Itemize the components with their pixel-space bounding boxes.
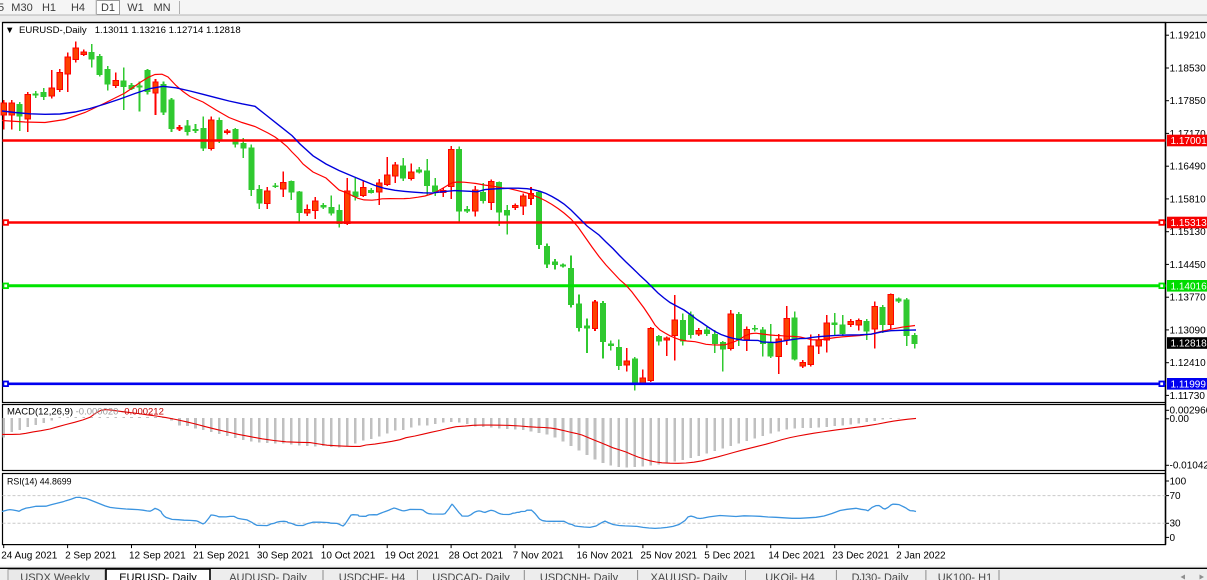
svg-text:1.14450: 1.14450 [1170, 260, 1207, 271]
svg-text:100: 100 [1170, 476, 1187, 487]
svg-text:H4: H4 [71, 2, 85, 14]
svg-text:1.16490: 1.16490 [1170, 162, 1207, 173]
svg-text:0.002966: 0.002966 [1170, 406, 1207, 417]
svg-text:D1: D1 [101, 2, 115, 14]
svg-text:1.15130: 1.15130 [1170, 227, 1207, 238]
svg-text:1.18530: 1.18530 [1170, 63, 1207, 74]
svg-text:0: 0 [1170, 533, 1176, 544]
svg-text:1.11999: 1.11999 [1171, 379, 1207, 390]
svg-text:2 Jan 2022: 2 Jan 2022 [896, 551, 946, 562]
svg-text:30 Sep 2021: 30 Sep 2021 [257, 551, 314, 562]
svg-text:1.12818: 1.12818 [1171, 339, 1207, 350]
svg-text:USDX Weekly: USDX Weekly [20, 572, 90, 580]
svg-text:XAUUSD- Daily: XAUUSD- Daily [650, 572, 728, 580]
svg-text:5 Dec 2021: 5 Dec 2021 [704, 551, 756, 562]
svg-text:1.17850: 1.17850 [1170, 96, 1207, 107]
svg-text:W1: W1 [127, 2, 144, 14]
svg-text:DJ30- Daily: DJ30- Daily [852, 572, 909, 580]
svg-text:1.15810: 1.15810 [1170, 194, 1207, 205]
svg-text:USDCAD- Daily: USDCAD- Daily [432, 572, 510, 580]
svg-text:25 Nov 2021: 25 Nov 2021 [640, 551, 697, 562]
svg-text:AUDUSD- Daily: AUDUSD- Daily [229, 572, 307, 580]
svg-text:▼: ▼ [5, 25, 14, 36]
svg-text:5: 5 [0, 2, 4, 14]
svg-text:16 Nov 2021: 16 Nov 2021 [577, 551, 634, 562]
svg-text:12 Sep 2021: 12 Sep 2021 [129, 551, 186, 562]
svg-text:M30: M30 [11, 2, 32, 14]
svg-text:H1: H1 [42, 2, 56, 14]
svg-text:MN: MN [153, 2, 170, 14]
svg-text:EURUSD- Daily: EURUSD- Daily [119, 572, 197, 580]
svg-text:7 Nov 2021: 7 Nov 2021 [513, 551, 565, 562]
svg-text:1.14016: 1.14016 [1171, 281, 1207, 292]
svg-text:10 Oct 2021: 10 Oct 2021 [321, 551, 376, 562]
svg-text:RSI(14) 44.8699: RSI(14) 44.8699 [7, 477, 72, 487]
svg-text:2 Sep 2021: 2 Sep 2021 [65, 551, 117, 562]
svg-text:24 Aug 2021: 24 Aug 2021 [1, 551, 58, 562]
svg-text:1.15313: 1.15313 [1171, 218, 1207, 229]
svg-text:1.19210: 1.19210 [1170, 31, 1207, 42]
svg-text:19 Oct 2021: 19 Oct 2021 [385, 551, 440, 562]
svg-text:70: 70 [1170, 491, 1182, 502]
svg-text:MACD(12,26,9) -0.000020 -0.000: MACD(12,26,9) -0.000020 -0.000212 [7, 407, 164, 418]
svg-text:EURUSD-,Daily 1.13011 1.1321: EURUSD-,Daily 1.13011 1.13216 1.12714 1.… [19, 25, 241, 36]
svg-text:23 Dec 2021: 23 Dec 2021 [832, 551, 889, 562]
svg-text:UK100- H1: UK100- H1 [938, 572, 992, 580]
svg-text:1.12410: 1.12410 [1170, 358, 1207, 369]
svg-text:21 Sep 2021: 21 Sep 2021 [193, 551, 250, 562]
svg-text:USDCHF- H4: USDCHF- H4 [339, 572, 406, 580]
svg-text:USDCNH- Daily: USDCNH- Daily [540, 572, 619, 580]
svg-text:UKOil- H4: UKOil- H4 [765, 572, 815, 580]
svg-text:28 Oct 2021: 28 Oct 2021 [449, 551, 504, 562]
svg-text:30: 30 [1170, 519, 1182, 530]
svg-text:14 Dec 2021: 14 Dec 2021 [768, 551, 825, 562]
svg-text:1.13090: 1.13090 [1170, 325, 1207, 336]
svg-text:0.00: 0.00 [1170, 414, 1190, 425]
svg-text:1.13770: 1.13770 [1170, 293, 1207, 304]
svg-text:1.11730: 1.11730 [1170, 391, 1206, 402]
svg-text:1.17001: 1.17001 [1171, 136, 1207, 147]
svg-text:-0.010422: -0.010422 [1170, 461, 1207, 472]
svg-text:1.17170: 1.17170 [1170, 129, 1207, 140]
